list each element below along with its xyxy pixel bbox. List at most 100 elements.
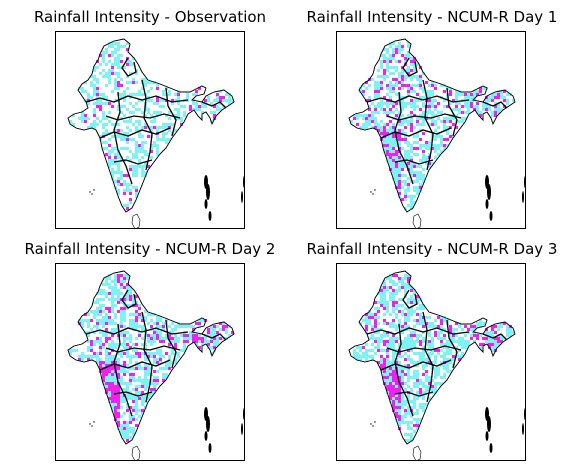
light-rain-cell [111, 328, 114, 331]
light-rain-cell [99, 93, 102, 96]
light-rain-cell [407, 45, 410, 48]
light-rain-cell [389, 298, 392, 301]
light-rain-cell [410, 57, 413, 60]
heavy-rain-cell [488, 343, 491, 346]
light-rain-cell [500, 90, 503, 93]
heavy-rain-cell [195, 337, 198, 340]
light-rain-cell [120, 54, 123, 57]
light-rain-cell [395, 159, 398, 162]
light-rain-cell [362, 352, 365, 355]
light-rain-cell [132, 319, 135, 322]
heavy-rain-cell [491, 99, 494, 102]
heavy-rain-cell [389, 60, 392, 63]
heavy-rain-cell [207, 343, 210, 346]
light-rain-cell [126, 141, 129, 144]
heavy-rain-cell [365, 325, 368, 328]
light-rain-cell [485, 331, 488, 334]
light-rain-cell [117, 292, 120, 295]
light-rain-cell [437, 367, 440, 370]
light-rain-cell [144, 150, 147, 153]
light-rain-cell [404, 78, 407, 81]
light-rain-cell [371, 114, 374, 117]
light-rain-cell [102, 325, 105, 328]
heavy-rain-cell [401, 54, 404, 57]
island [243, 408, 244, 420]
light-rain-cell [467, 111, 470, 114]
light-rain-cell [165, 373, 168, 376]
light-rain-cell [222, 99, 225, 102]
light-rain-cell [174, 328, 177, 331]
light-rain-cell [401, 96, 404, 99]
light-rain-cell [174, 361, 177, 364]
light-rain-cell [413, 126, 416, 129]
light-rain-cell [93, 355, 96, 358]
heavy-rain-cell [368, 316, 371, 319]
light-rain-cell [389, 340, 392, 343]
light-rain-cell [356, 346, 359, 349]
light-rain-cell [126, 349, 129, 352]
light-rain-cell [123, 319, 126, 322]
light-rain-cell [120, 343, 123, 346]
light-rain-cell [123, 310, 126, 313]
heavy-rain-cell [123, 277, 126, 280]
heavy-rain-cell [111, 385, 114, 388]
light-rain-cell [386, 334, 389, 337]
light-rain-cell [470, 328, 473, 331]
light-rain-cell [386, 361, 389, 364]
light-rain-cell [123, 397, 126, 400]
light-rain-cell [374, 111, 377, 114]
light-rain-cell [123, 346, 126, 349]
country-border [67, 270, 235, 445]
light-rain-cell [81, 114, 84, 117]
light-rain-cell [147, 364, 150, 367]
light-rain-cell [398, 45, 401, 48]
heavy-rain-cell [392, 391, 395, 394]
light-rain-cell [129, 286, 132, 289]
light-rain-cell [99, 304, 102, 307]
light-rain-cell [102, 364, 105, 367]
light-rain-cell [431, 349, 434, 352]
light-rain-cell [117, 289, 120, 292]
heavy-rain-cell [473, 334, 476, 337]
light-rain-cell [120, 147, 123, 150]
light-rain-cell [150, 379, 153, 382]
light-rain-cell [204, 337, 207, 340]
heavy-rain-cell [231, 331, 234, 334]
light-rain-cell [138, 331, 141, 334]
light-rain-cell [398, 361, 401, 364]
heavy-rain-cell [383, 126, 386, 129]
heavy-rain-cell [425, 370, 428, 373]
light-rain-cell [153, 340, 156, 343]
heavy-rain-cell [108, 144, 111, 147]
light-rain-cell [431, 93, 434, 96]
light-rain-cell [389, 81, 392, 84]
light-rain-cell [479, 346, 482, 349]
light-rain-cell [117, 123, 120, 126]
light-rain-cell [422, 355, 425, 358]
heavy-rain-cell [383, 343, 386, 346]
light-rain-cell [150, 343, 153, 346]
light-rain-cell [443, 99, 446, 102]
heavy-rain-cell [413, 424, 416, 427]
light-rain-cell [386, 75, 389, 78]
light-rain-cell [186, 96, 189, 99]
light-rain-cell [210, 346, 213, 349]
light-rain-cell [219, 102, 222, 105]
light-rain-cell [147, 373, 150, 376]
light-rain-cell [129, 159, 132, 162]
light-rain-cell [153, 144, 156, 147]
light-rain-cell [93, 325, 96, 328]
light-rain-cell [392, 162, 395, 165]
light-rain-cell [350, 120, 353, 123]
light-rain-cell [470, 334, 473, 337]
heavy-rain-cell [365, 313, 368, 316]
light-rain-cell [138, 391, 141, 394]
light-rain-cell [126, 352, 129, 355]
light-rain-cell [395, 45, 398, 48]
light-rain-cell [401, 394, 404, 397]
light-rain-cell [407, 439, 410, 442]
light-rain-cell [395, 292, 398, 295]
light-rain-cell [425, 111, 428, 114]
light-rain-cell [153, 376, 156, 379]
light-rain-cell [102, 316, 105, 319]
